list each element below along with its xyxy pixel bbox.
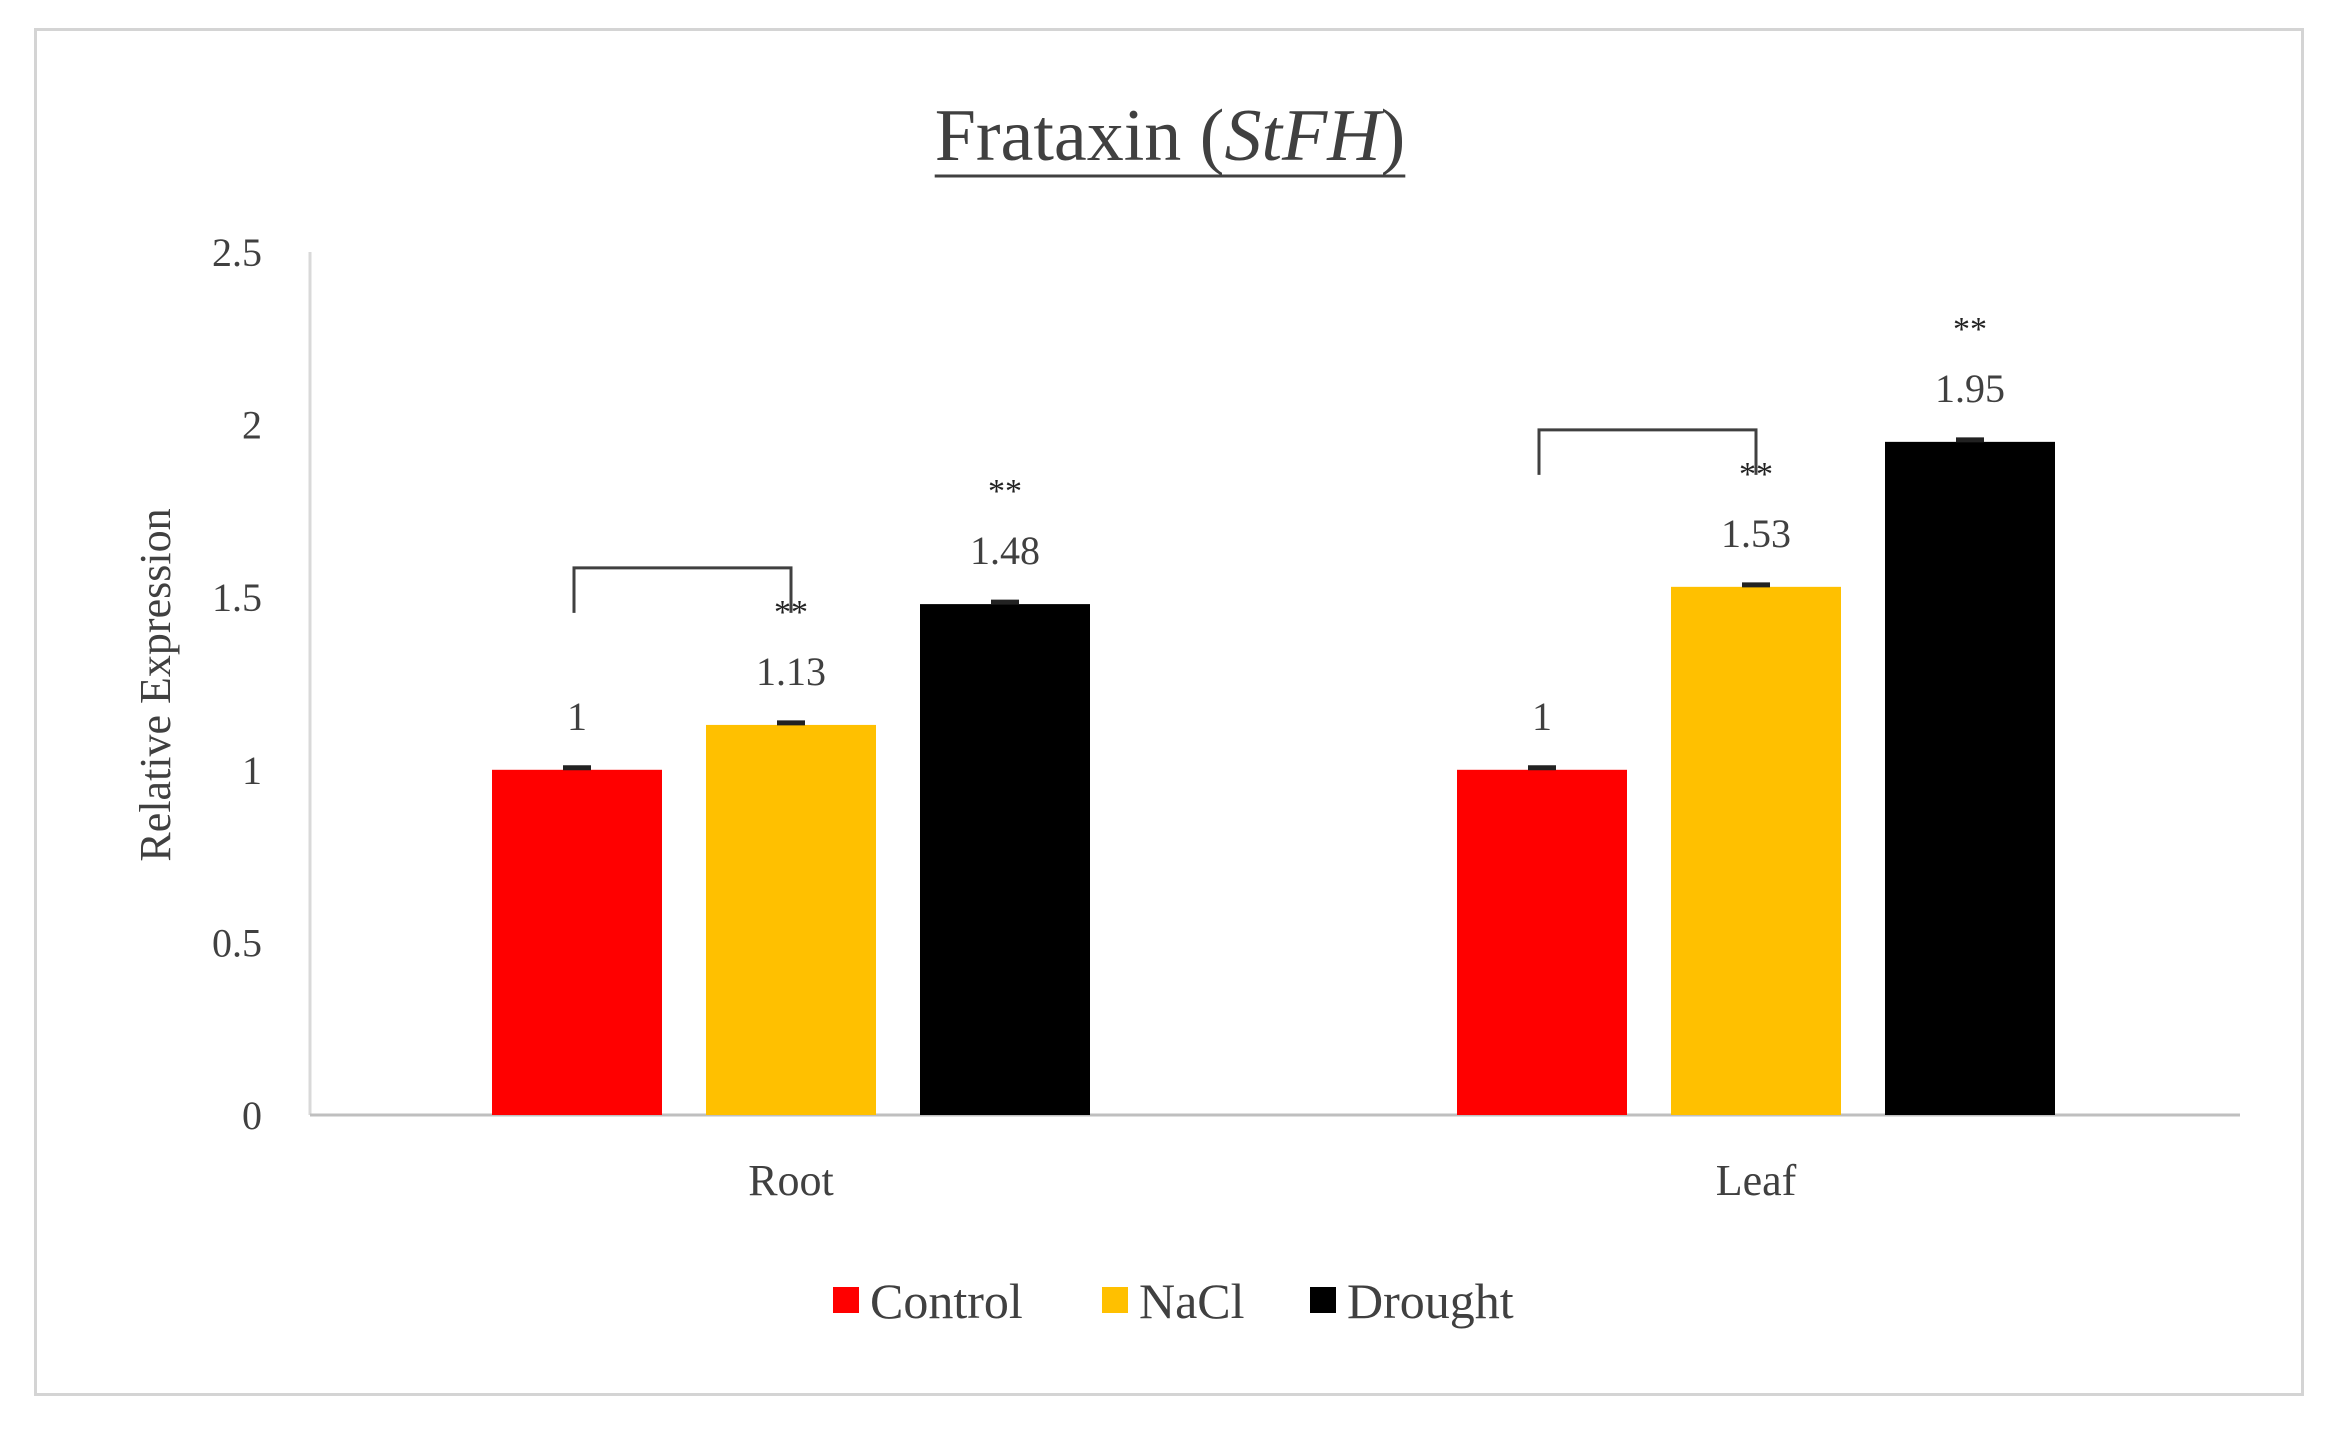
data-label: 1.53	[1721, 511, 1791, 556]
chart-title-close: )	[1381, 95, 1406, 177]
y-tick-label: 1.5	[212, 575, 262, 620]
data-label: 1	[567, 694, 587, 739]
data-label: 1.48	[970, 528, 1040, 573]
legend-swatch-nacl	[1102, 1287, 1128, 1313]
legend-label-drought: Drought	[1347, 1273, 1514, 1329]
chart-title-gene: StFH	[1224, 95, 1384, 177]
significance-marker: **	[988, 473, 1022, 510]
comparison-bracket	[1537, 428, 1758, 475]
legend-label-nacl: NaCl	[1139, 1273, 1245, 1329]
y-tick-label: 2.5	[212, 230, 262, 275]
x-tick-labels: Root Leaf	[748, 1156, 1796, 1205]
x-tick-label: Root	[748, 1156, 834, 1205]
bar-drought-root	[920, 604, 1090, 1115]
annotations: 1 11.13**1.53**1.48**1.95**	[567, 311, 2005, 739]
bar-nacl-root	[706, 724, 876, 1115]
y-tick-label: 0	[242, 1093, 262, 1138]
legend-swatch-control	[833, 1287, 859, 1313]
y-tick-labels: 0 0.5 1 1.5 2 2.5	[212, 230, 262, 1138]
legend-swatch-drought	[1310, 1287, 1336, 1313]
chart-title: Frataxin (StFH)	[935, 95, 1406, 177]
legend: Control NaCl Drought	[833, 1273, 1514, 1329]
chart-title-main: Frataxin (	[935, 95, 1225, 177]
bar-nacl-leaf	[1671, 586, 1841, 1115]
x-tick-label: Leaf	[1716, 1156, 1797, 1205]
bar-control-root	[492, 769, 662, 1115]
significance-marker: **	[1953, 311, 1987, 348]
data-label: 1	[1532, 694, 1552, 739]
data-label: 1.13	[756, 649, 826, 694]
y-tick-label: 2	[242, 403, 262, 448]
data-label: 1.95	[1935, 366, 2005, 411]
bar-drought-leaf	[1885, 441, 2055, 1115]
bar-control-leaf	[1457, 769, 1627, 1115]
y-tick-label: 0.5	[212, 920, 262, 965]
y-axis-label: Relative Expression	[131, 508, 180, 861]
comparison-bracket	[572, 566, 793, 613]
legend-label-control: Control	[870, 1273, 1023, 1329]
bars	[492, 437, 2055, 1115]
y-tick-label: 1	[242, 748, 262, 793]
